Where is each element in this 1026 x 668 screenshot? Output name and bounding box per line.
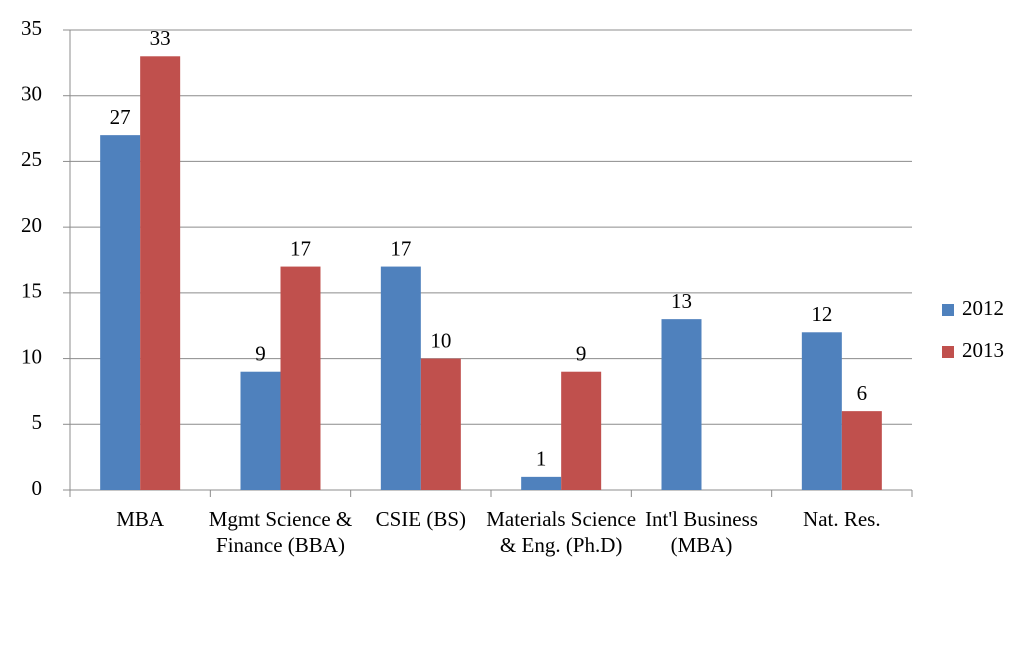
bar: [662, 319, 702, 490]
y-tick-label: 0: [32, 476, 43, 500]
data-label: 9: [576, 342, 587, 366]
legend-swatch: [942, 346, 954, 358]
x-tick-label-box: Int'l Business (MBA): [627, 506, 777, 656]
legend-swatch: [942, 304, 954, 316]
x-tick-label: MBA: [65, 506, 215, 532]
x-tick-label: Int'l Business (MBA): [627, 506, 777, 559]
data-label: 13: [671, 289, 692, 313]
x-tick-label-box: Mgmt Science & Finance (BBA): [206, 506, 356, 656]
data-label: 17: [390, 236, 411, 260]
data-label: 6: [857, 381, 868, 405]
bar: [281, 267, 321, 490]
bar: [561, 372, 601, 490]
y-tick-label: 15: [21, 279, 42, 303]
y-tick-label: 30: [21, 82, 42, 106]
x-tick-label-box: Nat. Res.: [767, 506, 917, 656]
x-tick-label-box: CSIE (BS): [346, 506, 496, 656]
bar: [802, 332, 842, 490]
x-tick-label-box: MBA: [65, 506, 215, 656]
data-label: 10: [430, 328, 451, 352]
x-tick-label: Materials Science & Eng. (Ph.D): [486, 506, 636, 559]
x-tick-label: Mgmt Science & Finance (BBA): [206, 506, 356, 559]
bar: [381, 267, 421, 490]
bar: [140, 56, 180, 490]
chart: 0 5 10 15 20 25 30 35 MBA 27 33 Mgmt Science & Fina…: [0, 0, 1026, 668]
bar: [241, 372, 281, 490]
data-label: 9: [255, 342, 266, 366]
y-tick-label: 10: [21, 344, 42, 368]
bar: [421, 359, 461, 490]
y-tick-label: 20: [21, 213, 42, 237]
y-tick-label: 5: [32, 410, 43, 434]
y-tick-label: 25: [21, 147, 42, 171]
x-tick-label: Nat. Res.: [767, 506, 917, 532]
data-label: 12: [811, 302, 832, 326]
x-tick-label: CSIE (BS): [346, 506, 496, 532]
bar: [521, 477, 561, 490]
legend-label: 2012: [962, 296, 1004, 320]
data-label: 33: [150, 26, 171, 50]
data-label: 1: [536, 447, 547, 471]
legend-label: 2013: [962, 338, 1004, 362]
data-label: 27: [110, 105, 131, 129]
data-label: 17: [290, 236, 311, 260]
x-tick-label-box: Materials Science & Eng. (Ph.D): [486, 506, 636, 656]
bar: [100, 135, 140, 490]
y-tick-label: 35: [21, 16, 42, 40]
bar: [842, 411, 882, 490]
